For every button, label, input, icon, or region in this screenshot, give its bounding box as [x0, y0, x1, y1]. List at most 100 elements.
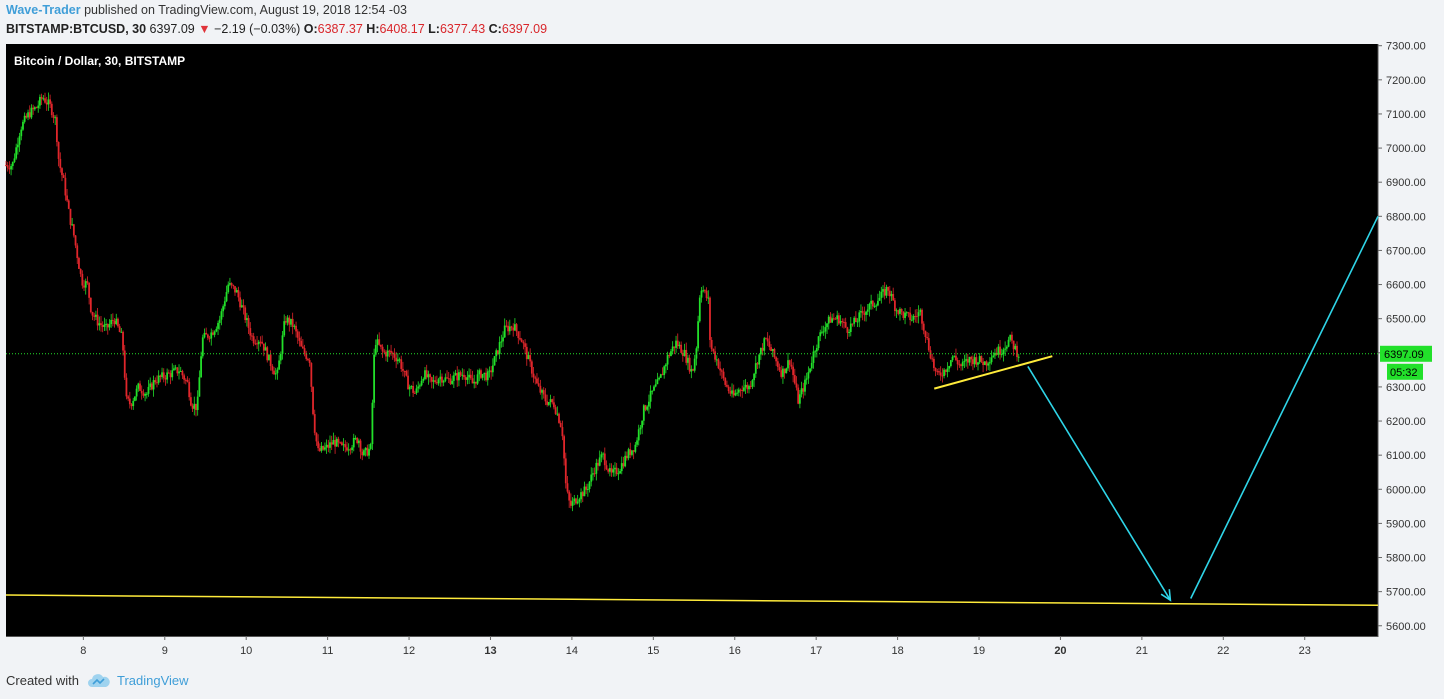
- candle: [727, 384, 730, 394]
- chart-title: Bitcoin / Dollar, 30, BITSTAMP: [14, 54, 185, 68]
- candle: [490, 366, 493, 380]
- candle: [805, 372, 808, 385]
- candle: [351, 445, 353, 454]
- candle: [502, 331, 504, 347]
- candle: [481, 373, 484, 381]
- candle: [468, 368, 471, 385]
- candle: [975, 353, 978, 367]
- candle: [863, 306, 866, 322]
- candle: [573, 494, 576, 506]
- candle: [276, 367, 279, 380]
- candle: [132, 397, 135, 410]
- published-text: published on TradingView.com, August 19,…: [84, 3, 407, 17]
- candle: [89, 297, 92, 314]
- candle: [11, 161, 14, 170]
- candle: [907, 311, 910, 318]
- x-tick-label: 13: [484, 645, 496, 657]
- candle: [274, 367, 277, 380]
- candle: [159, 374, 162, 383]
- candle: [424, 366, 426, 381]
- candle: [364, 447, 367, 457]
- tradingview-link[interactable]: TradingView: [116, 673, 189, 688]
- candle: [237, 286, 240, 302]
- short-trendline[interactable]: [933, 355, 1053, 390]
- low-value: 6377.43: [439, 22, 486, 36]
- candle: [349, 447, 352, 455]
- candle: [717, 358, 720, 370]
- candle: [705, 287, 708, 301]
- candle: [917, 305, 920, 324]
- candle: [106, 323, 109, 335]
- candle: [491, 358, 494, 377]
- candle: [6, 161, 9, 172]
- candle: [483, 372, 486, 381]
- candle: [600, 451, 603, 463]
- y-tick-label: 5700.00: [1386, 587, 1426, 599]
- candle: [359, 438, 362, 459]
- candle: [403, 370, 406, 378]
- candle: [899, 307, 901, 321]
- x-tick-label: 11: [322, 645, 333, 657]
- candle: [758, 354, 761, 369]
- candle: [49, 94, 52, 108]
- support-trendline[interactable]: [5, 594, 1379, 607]
- candle: [344, 440, 347, 453]
- candle: [500, 334, 503, 348]
- candle: [551, 398, 554, 405]
- candle: [96, 307, 99, 331]
- candle: [81, 270, 84, 289]
- candle: [627, 447, 630, 461]
- candle: [554, 404, 557, 415]
- candle: [798, 389, 801, 409]
- candle: [576, 494, 579, 505]
- candle: [113, 318, 116, 328]
- candle: [610, 463, 613, 477]
- candle: [690, 365, 693, 379]
- candle: [303, 344, 306, 357]
- candle: [793, 368, 796, 385]
- candle: [262, 343, 265, 357]
- candle: [430, 376, 433, 389]
- candle: [693, 354, 696, 373]
- candle: [232, 284, 235, 290]
- candle: [866, 303, 869, 315]
- time-axis: [6, 636, 1378, 662]
- candle: [152, 375, 155, 397]
- candle: [449, 373, 452, 385]
- arrow-down[interactable]: [1027, 366, 1172, 602]
- candle: [593, 467, 596, 477]
- candle: [427, 370, 430, 385]
- candle: [541, 388, 543, 400]
- candle: [429, 373, 431, 383]
- candle: [76, 243, 79, 264]
- candle: [905, 311, 908, 317]
- candle: [946, 362, 949, 378]
- candle: [810, 356, 813, 372]
- candle: [839, 315, 842, 327]
- candle: [203, 328, 206, 339]
- candle: [797, 384, 800, 405]
- candle: [183, 373, 186, 384]
- candle: [149, 377, 152, 391]
- y-tick-label: 6900.00: [1386, 177, 1426, 189]
- candle: [193, 396, 196, 416]
- candle: [179, 366, 182, 372]
- author-link[interactable]: Wave-Trader: [6, 3, 81, 17]
- candle: [658, 376, 660, 381]
- candle: [938, 368, 940, 376]
- candle: [135, 385, 138, 401]
- candle: [190, 392, 192, 407]
- tradingview-cloud-icon: [87, 673, 110, 687]
- candle: [407, 369, 409, 390]
- candle: [848, 329, 850, 337]
- candle: [247, 315, 250, 335]
- candle: [673, 346, 676, 355]
- candle: [978, 353, 981, 365]
- candle: [765, 337, 767, 340]
- candle: [775, 356, 778, 367]
- candle: [25, 113, 28, 119]
- candle: [536, 373, 538, 385]
- arrow-up-line[interactable]: [1190, 215, 1379, 599]
- candle: [763, 336, 766, 356]
